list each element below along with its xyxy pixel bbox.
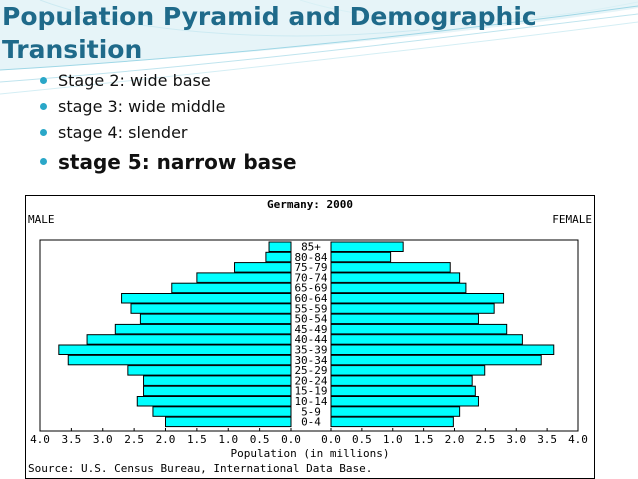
female-bar [330, 272, 461, 283]
male-bar [58, 344, 292, 355]
ticks-group: 4.0 3.5 3.0 2.5 2.0 1.5 1.0 0.5 0.0 0.0 0.5 1.0 1.5 2… [30, 428, 588, 446]
bullet-text: stage 3: wide middle [58, 97, 226, 116]
age-group-label: 15-19 [294, 385, 327, 398]
female-label: FEMALE [552, 213, 592, 226]
age-group-label: 40-44 [294, 333, 327, 346]
age-group-label: 70-74 [294, 271, 327, 284]
x-tick-label: 2.5 [475, 433, 495, 446]
bullet-dot-icon [40, 77, 47, 84]
age-group-label: 65-69 [294, 282, 327, 295]
age-group-label: 85+ [301, 241, 321, 254]
decorative-swoosh [0, 0, 638, 95]
male-bar [268, 241, 292, 252]
x-axis-label: Population (in millions) [231, 447, 390, 460]
age-group-label: 50-54 [294, 313, 327, 326]
male-bar [143, 385, 292, 397]
x-tick-label: 4.0 [30, 433, 50, 446]
age-group-label: 75-79 [294, 261, 327, 274]
age-group-label: 35-39 [294, 344, 327, 357]
pyramid-svg: Germany: 2000 MALE FEMALE 85+80-8475-797… [28, 198, 592, 475]
bullet-dot-icon [40, 158, 47, 165]
male-bar [121, 293, 292, 304]
female-bar [330, 282, 467, 294]
male-bar [139, 313, 292, 325]
x-tick-label: 2.5 [124, 433, 144, 446]
slide-title: Population Pyramid and Demographic Trans… [2, 2, 537, 64]
x-tick-label: 0.0 [281, 433, 301, 446]
bullet-list: Stage 2: wide base stage 3: wide middle … [40, 68, 297, 178]
bullet-text: stage 5: narrow base [58, 150, 297, 174]
x-tick-label: 0.5 [250, 433, 270, 446]
female-bar [330, 262, 451, 273]
female-bar [330, 293, 505, 304]
x-tick-label: 1.5 [187, 433, 207, 446]
chart-title: Germany: 2000 [267, 198, 353, 211]
age-group-label: 60-64 [294, 292, 327, 305]
x-tick-label: 2.0 [156, 433, 176, 446]
male-bar [114, 323, 292, 335]
x-tick-label: 2.0 [445, 433, 465, 446]
female-bar [330, 334, 523, 345]
x-tick-label: 1.0 [218, 433, 238, 446]
female-bar [330, 251, 392, 263]
x-tick-label: 3.0 [506, 433, 526, 446]
male-bar [234, 262, 292, 273]
age-group-label: 20-24 [294, 374, 327, 387]
male-bar [127, 365, 292, 376]
population-pyramid-chart: Germany: 2000 MALE FEMALE 85+ 80-84 75-79 7… [25, 195, 595, 479]
bullet-dot-icon [40, 129, 47, 136]
age-labels-group: 85+80-8475-7970-7465-6960-6455-5950-5445… [294, 241, 327, 429]
male-bar [152, 406, 292, 417]
male-bar [143, 375, 292, 386]
x-tick-label: 4.0 [568, 433, 588, 446]
x-tick-label: 3.5 [537, 433, 557, 446]
female-bar [330, 396, 479, 407]
age-group-label: 45-49 [294, 323, 327, 336]
plot-frame [39, 239, 579, 432]
bullet-dot-icon [40, 103, 47, 110]
male-bar [67, 354, 292, 366]
female-bar [330, 416, 454, 428]
male-bar [136, 396, 292, 407]
age-group-label: 30-34 [294, 354, 327, 367]
male-bar [171, 282, 292, 294]
bullet-item: stage 5: narrow base [40, 146, 297, 178]
bullet-item: stage 3: wide middle [40, 94, 297, 120]
age-group-label: 10-14 [294, 395, 327, 408]
female-bar [330, 354, 542, 366]
male-label: MALE [28, 213, 55, 226]
bars-group [58, 241, 555, 428]
male-bar [165, 416, 292, 428]
male-bar [130, 303, 292, 314]
x-tick-label: 0.0 [321, 433, 341, 446]
male-bar [196, 272, 292, 283]
male-bar [86, 334, 292, 345]
female-bar [330, 406, 461, 417]
male-bar [265, 251, 292, 263]
source-note: Source: U.S. Census Bureau, Internationa… [28, 462, 372, 475]
x-tick-label: 1.0 [383, 433, 403, 446]
x-tick-label: 0.5 [352, 433, 372, 446]
female-bar [330, 344, 555, 355]
bullet-item: stage 4: slender [40, 120, 297, 146]
female-bar [330, 241, 404, 252]
age-group-label: 0-4 [301, 416, 321, 429]
x-tick-label: 1.5 [414, 433, 434, 446]
age-group-label: 5-9 [301, 405, 321, 418]
age-group-label: 55-59 [294, 302, 327, 315]
female-bar [330, 385, 476, 397]
age-group-label: 25-29 [294, 364, 327, 377]
female-bar [330, 303, 495, 314]
female-bar [330, 323, 508, 335]
bullet-item: Stage 2: wide base [40, 68, 297, 94]
bullet-text: stage 4: slender [58, 123, 188, 142]
female-bar [330, 365, 486, 376]
age-group-label: 80-84 [294, 251, 327, 264]
x-tick-label: 3.0 [93, 433, 113, 446]
female-bar [330, 375, 473, 386]
x-tick-label: 3.5 [61, 433, 81, 446]
female-bar [330, 313, 479, 325]
bullet-text: Stage 2: wide base [58, 71, 211, 90]
